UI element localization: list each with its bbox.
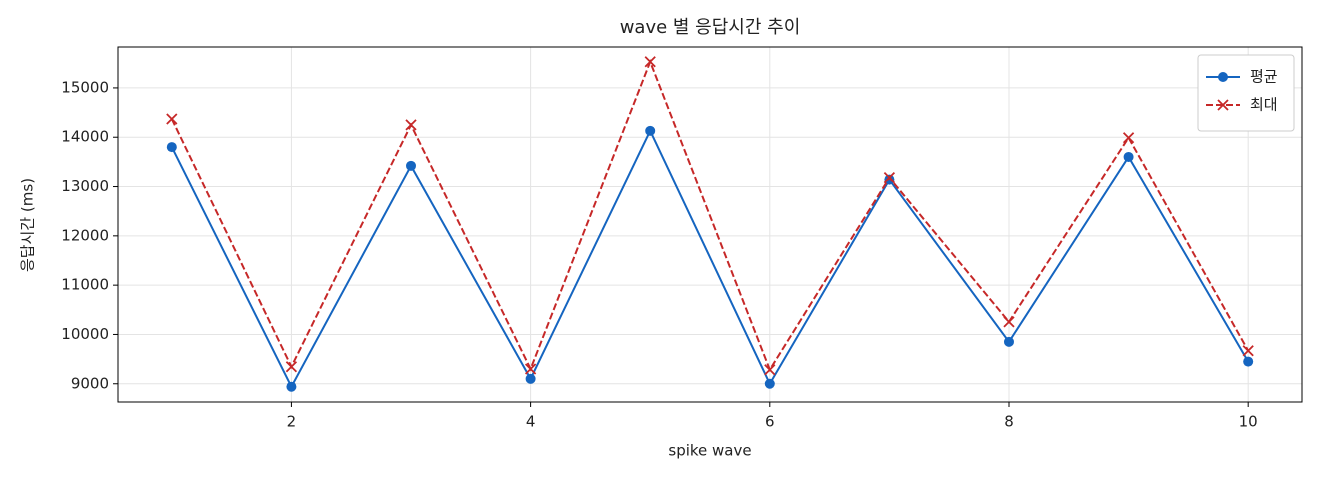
marker [1243,356,1254,367]
y-tick-label: 10000 [61,325,109,343]
y-tick-label: 14000 [61,128,109,146]
marker [285,361,298,373]
y-tick-label: 11000 [61,276,109,294]
x-tick-label: 4 [526,413,536,431]
legend-label: 평균 [1250,68,1278,86]
legend-marker [1217,99,1229,111]
marker [1003,336,1014,347]
marker [166,113,178,125]
series-line [170,128,1250,389]
marker [644,56,656,68]
series-line [170,59,1250,372]
legend-box [1197,54,1295,132]
x-tick-label: 6 [765,413,775,431]
marker [764,378,775,389]
marker [166,142,177,153]
legend-marker [1218,72,1228,82]
plot-frame [117,46,1303,403]
legend-label: 최대 [1250,96,1278,114]
y-tick-label: 9000 [71,374,109,392]
y-tick-label: 13000 [61,177,109,195]
marker [1122,132,1135,144]
marker [883,172,896,184]
x-tick-label: 10 [1239,413,1258,431]
marker [525,373,536,384]
marker [524,363,537,375]
chart-title: wave 별 응답시간 추이 [620,17,801,38]
marker [405,119,417,131]
marker [645,125,656,136]
x-axis-label: spike wave [668,442,751,460]
marker [406,160,417,171]
marker [1123,151,1134,162]
y-tick-label: 15000 [61,78,109,96]
y-tick-label: 12000 [61,226,109,244]
y-axis-label: 응답시간 (ms) [19,178,37,272]
marker [764,364,776,376]
x-tick-label: 8 [1004,413,1014,431]
marker [286,381,297,392]
marker [884,174,895,185]
x-tick-label: 2 [287,413,297,431]
marker [1242,345,1254,357]
marker [1003,316,1015,328]
